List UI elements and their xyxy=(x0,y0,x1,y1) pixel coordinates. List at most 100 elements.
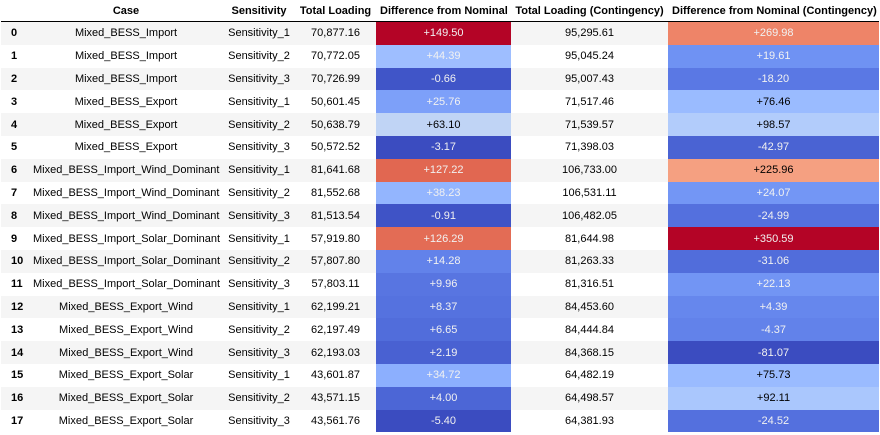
table-row: 9 Mixed_BESS_Import_Solar_Dominant Sensiti… xyxy=(1,227,879,250)
difference-cell: -5.40 xyxy=(376,409,511,433)
row-index: 7 xyxy=(1,181,29,205)
difference-contingency-cell: +24.07 xyxy=(668,181,879,205)
difference-cell: +126.29 xyxy=(376,227,511,250)
table-row: 3 Mixed_BESS_Export Sensitivity_1 50,601.45… xyxy=(1,90,879,114)
table-row: 13 Mixed_BESS_Export_Wind Sensitivity_2 62,… xyxy=(1,318,879,342)
difference-cell: +14.28 xyxy=(376,249,511,273)
difference-cell: +34.72 xyxy=(376,363,511,387)
total-loading-cell: 50,572.52 xyxy=(295,135,376,159)
table-row: 14 Mixed_BESS_Export_Wind Sensitivity_3 62,… xyxy=(1,341,879,364)
sensitivity-cell: Sensitivity_3 xyxy=(223,409,295,433)
difference-contingency-cell: +269.98 xyxy=(668,21,879,45)
sensitivity-cell: Sensitivity_1 xyxy=(223,227,295,250)
difference-contingency-cell: -18.20 xyxy=(668,67,879,91)
row-index: 13 xyxy=(1,318,29,342)
sensitivity-cell: Sensitivity_2 xyxy=(223,181,295,205)
difference-contingency-cell: +350.59 xyxy=(668,227,879,250)
difference-contingency-cell: +4.39 xyxy=(668,295,879,319)
case-cell: Mixed_BESS_Import xyxy=(29,21,223,45)
case-cell: Mixed_BESS_Export_Wind xyxy=(29,295,223,319)
total-loading-contingency-cell: 64,381.93 xyxy=(511,409,668,433)
case-cell: Mixed_BESS_Export xyxy=(29,90,223,114)
case-cell: Mixed_BESS_Import_Wind_Dominant xyxy=(29,181,223,205)
total-loading-contingency-cell: 71,539.57 xyxy=(511,113,668,136)
difference-cell: -0.91 xyxy=(376,204,511,228)
difference-cell: +44.39 xyxy=(376,44,511,68)
case-cell: Mixed_BESS_Import xyxy=(29,44,223,68)
difference-cell: +2.19 xyxy=(376,341,511,364)
total-loading-contingency-cell: 95,007.43 xyxy=(511,67,668,91)
total-loading-cell: 81,552.68 xyxy=(295,181,376,205)
index-header xyxy=(1,0,29,22)
row-index: 11 xyxy=(1,272,29,296)
difference-contingency-header: Difference from Nominal (Contingency) xyxy=(668,0,879,22)
difference-contingency-cell: +76.46 xyxy=(668,90,879,114)
row-index: 0 xyxy=(1,21,29,45)
table-row: 2 Mixed_BESS_Import Sensitivity_3 70,726.99… xyxy=(1,67,879,91)
table-row: 5 Mixed_BESS_Export Sensitivity_3 50,572.52… xyxy=(1,135,879,159)
table-row: 10 Mixed_BESS_Import_Solar_Dominant Sensit… xyxy=(1,249,879,273)
sensitivity-cell: Sensitivity_1 xyxy=(223,21,295,45)
total-loading-cell: 81,513.54 xyxy=(295,204,376,228)
table-row: 4 Mixed_BESS_Export Sensitivity_2 50,638.79… xyxy=(1,113,879,136)
total-loading-cell: 70,877.16 xyxy=(295,21,376,45)
row-index: 3 xyxy=(1,90,29,114)
difference-contingency-cell: +225.96 xyxy=(668,158,879,182)
row-index: 6 xyxy=(1,158,29,182)
total-loading-cell: 57,807.80 xyxy=(295,249,376,273)
row-index: 2 xyxy=(1,67,29,91)
sensitivity-cell: Sensitivity_2 xyxy=(223,113,295,136)
total-loading-header: Total Loading xyxy=(295,0,376,22)
sensitivity-header: Sensitivity xyxy=(223,0,295,22)
sensitivity-cell: Sensitivity_1 xyxy=(223,295,295,319)
difference-cell: +38.23 xyxy=(376,181,511,205)
difference-cell: +63.10 xyxy=(376,113,511,136)
difference-cell: -3.17 xyxy=(376,135,511,159)
row-index: 12 xyxy=(1,295,29,319)
difference-contingency-cell: -42.97 xyxy=(668,135,879,159)
sensitivity-cell: Sensitivity_3 xyxy=(223,272,295,296)
total-loading-cell: 43,561.76 xyxy=(295,409,376,433)
total-loading-cell: 43,571.15 xyxy=(295,386,376,410)
difference-contingency-cell: -4.37 xyxy=(668,318,879,342)
sensitivity-cell: Sensitivity_3 xyxy=(223,341,295,364)
row-index: 8 xyxy=(1,204,29,228)
case-cell: Mixed_BESS_Import_Wind_Dominant xyxy=(29,204,223,228)
sensitivity-cell: Sensitivity_1 xyxy=(223,90,295,114)
sensitivity-cell: Sensitivity_2 xyxy=(223,318,295,342)
total-loading-cell: 70,772.05 xyxy=(295,44,376,68)
table-row: 17 Mixed_BESS_Export_Solar Sensitivity_3 43… xyxy=(1,409,879,433)
case-cell: Mixed_BESS_Export xyxy=(29,113,223,136)
sensitivity-cell: Sensitivity_2 xyxy=(223,44,295,68)
table-row: 7 Mixed_BESS_Import_Wind_Dominant Sensitiv… xyxy=(1,181,879,205)
total-loading-cell: 50,638.79 xyxy=(295,113,376,136)
case-cell: Mixed_BESS_Import_Solar_Dominant xyxy=(29,227,223,250)
total-loading-cell: 62,199.21 xyxy=(295,295,376,319)
case-header: Case xyxy=(29,0,223,22)
case-cell: Mixed_BESS_Export_Wind xyxy=(29,341,223,364)
difference-contingency-cell: -24.99 xyxy=(668,204,879,228)
table-row: 0 Mixed_BESS_Import Sensitivity_1 70,877.16… xyxy=(1,21,879,45)
row-index: 16 xyxy=(1,386,29,410)
row-index: 10 xyxy=(1,249,29,273)
case-cell: Mixed_BESS_Export xyxy=(29,135,223,159)
table-row: 15 Mixed_BESS_Export_Solar Sensitivity_1 43… xyxy=(1,363,879,387)
table-row: 12 Mixed_BESS_Export_Wind Sensitivity_1 62,… xyxy=(1,295,879,319)
difference-cell: -0.66 xyxy=(376,67,511,91)
difference-cell: +4.00 xyxy=(376,386,511,410)
table-row: 1 Mixed_BESS_Import Sensitivity_2 70,772.05… xyxy=(1,44,879,68)
sensitivity-cell: Sensitivity_1 xyxy=(223,158,295,182)
total-loading-contingency-cell: 84,453.60 xyxy=(511,295,668,319)
total-loading-cell: 57,919.80 xyxy=(295,227,376,250)
difference-cell: +8.37 xyxy=(376,295,511,319)
header-row: Case Sensitivity Total Loading Differenc… xyxy=(1,0,879,22)
row-index: 17 xyxy=(1,409,29,433)
difference-contingency-cell: -81.07 xyxy=(668,341,879,364)
row-index: 15 xyxy=(1,363,29,387)
total-loading-contingency-cell: 84,368.15 xyxy=(511,341,668,364)
total-loading-cell: 62,197.49 xyxy=(295,318,376,342)
case-cell: Mixed_BESS_Import xyxy=(29,67,223,91)
total-loading-contingency-cell: 106,531.11 xyxy=(511,181,668,205)
case-cell: Mixed_BESS_Import_Wind_Dominant xyxy=(29,158,223,182)
